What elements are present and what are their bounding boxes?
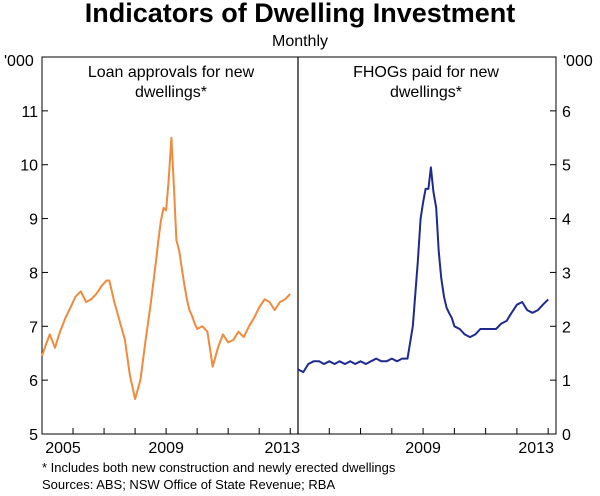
panel-right-title-line2: dwellings* — [390, 84, 462, 101]
left-tick-label: 11 — [21, 104, 38, 121]
left-tick-label: 7 — [29, 319, 38, 336]
plot-frame — [41, 56, 557, 435]
footnote-sources: Sources: ABS; NSW Office of State Revenu… — [42, 477, 335, 492]
right-tick-label: 6 — [562, 104, 571, 121]
right-tick-label: 3 — [562, 265, 571, 282]
left-tick-label: 9 — [29, 212, 38, 229]
right-tick-label: 1 — [562, 373, 571, 390]
right-tick-label: 0 — [562, 427, 571, 444]
footnote-note: * Includes both new construction and new… — [42, 460, 396, 475]
right-axis-unit: '000 — [563, 53, 593, 70]
right-tick-label: 4 — [562, 212, 571, 229]
series-loan-approvals — [41, 136, 291, 400]
panel-right-title-line1: FHOGs paid for new — [353, 64, 499, 81]
x-tick-label: 2005 — [45, 440, 81, 457]
x-tick-label: 2009 — [148, 440, 184, 457]
series-fhogs — [297, 166, 549, 374]
x-axis-ticks: 2005 2009 2013 2009 2013 — [45, 428, 554, 457]
left-tick-label: 5 — [29, 427, 38, 444]
right-axis-ticks: 0 1 2 3 4 5 6 — [550, 104, 571, 444]
left-tick-label: 6 — [29, 373, 38, 390]
panel-left-title-line2: dwellings* — [135, 84, 207, 101]
x-tick-label: 2009 — [405, 440, 441, 457]
x-tick-label: 2013 — [264, 440, 300, 457]
x-tick-label: 2013 — [518, 440, 554, 457]
right-tick-label: 5 — [562, 158, 571, 175]
left-axis-ticks: 5 6 7 8 9 10 11 — [20, 104, 48, 444]
right-tick-label: 2 — [562, 319, 571, 336]
left-tick-label: 10 — [20, 158, 38, 175]
chart-title: Indicators of Dwelling Investment — [85, 0, 516, 28]
chart-subtitle: Monthly — [272, 33, 328, 50]
left-axis-unit: '000 — [4, 53, 34, 70]
panel-left-title-line1: Loan approvals for new — [88, 64, 255, 81]
left-tick-label: 8 — [29, 265, 38, 282]
